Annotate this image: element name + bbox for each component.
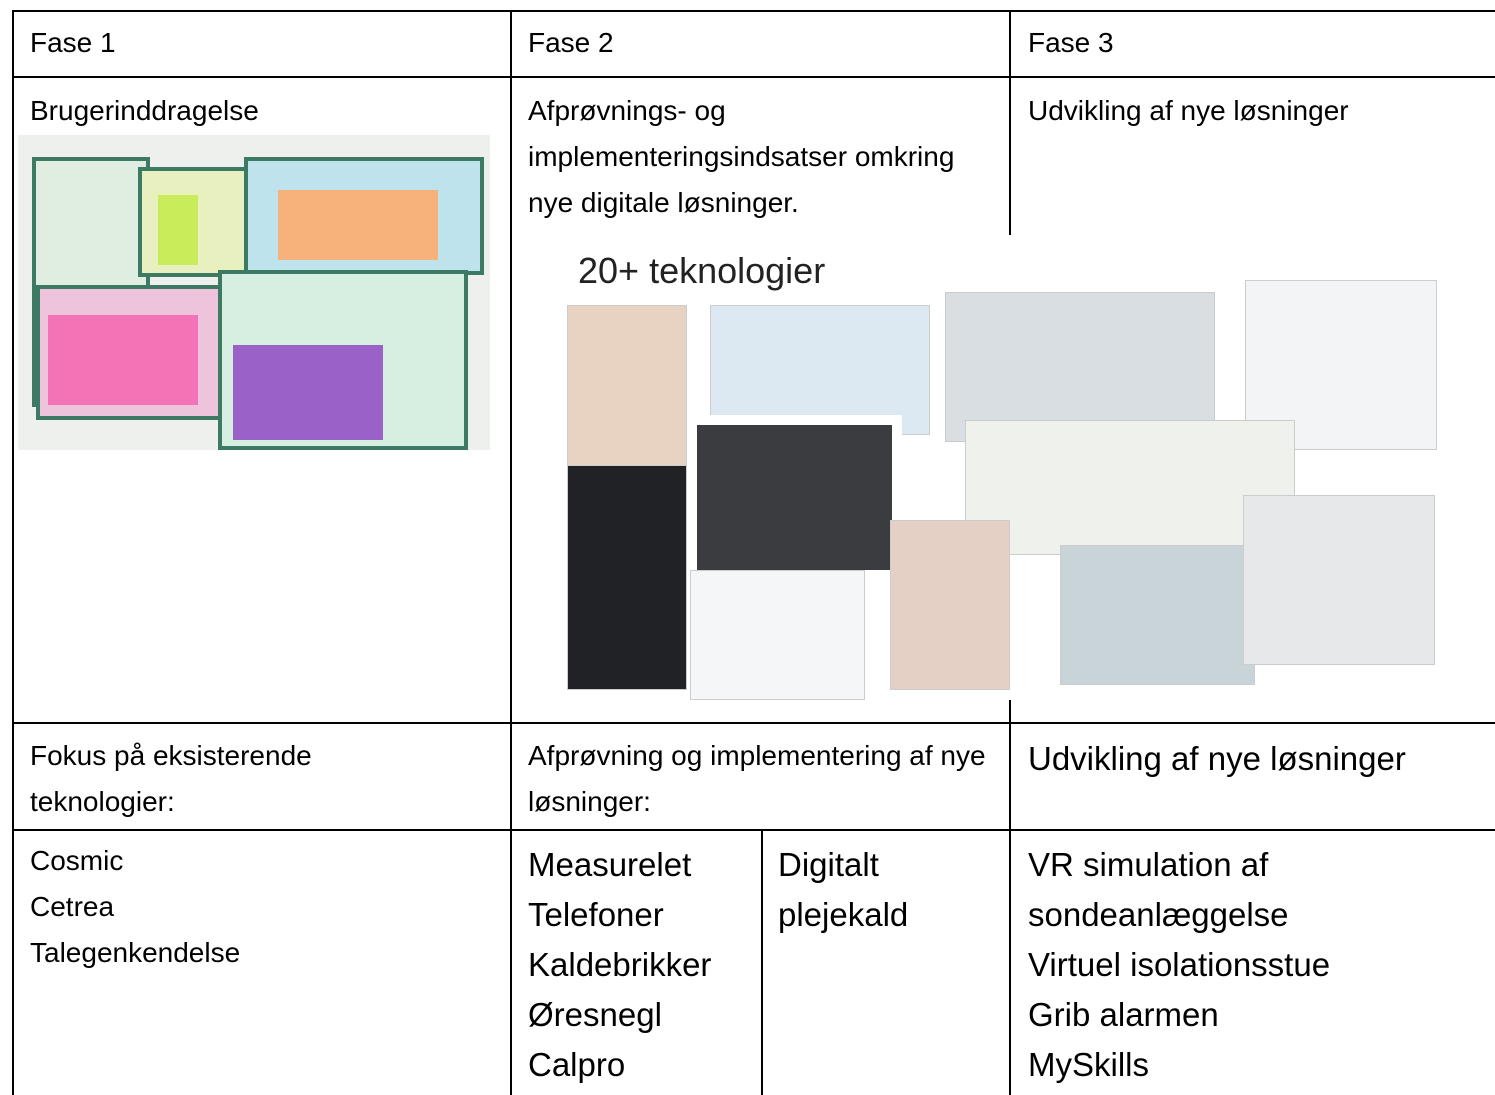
workshop-photo	[18, 135, 490, 450]
list-item: Øresnegl	[528, 996, 662, 1033]
image-caption: 20+ teknologier	[578, 250, 826, 291]
item-list: VR simulation af sondeanlæggelse Virtuel …	[1028, 840, 1468, 1090]
list-item: Cetrea	[30, 891, 115, 922]
list-item: Kaldebrikker	[528, 946, 712, 983]
border	[761, 830, 763, 1095]
technology-collage	[565, 280, 1440, 700]
border	[12, 76, 1495, 78]
list-item: Telefoner	[528, 896, 664, 933]
border	[1009, 10, 1011, 235]
list-item: Talegenkendelse	[30, 937, 241, 968]
item-list: Digitalt plejekald	[778, 840, 998, 940]
focus-text: Udvikling af nye løsninger	[1028, 740, 1406, 777]
focus-text: Afprøvning og implementering af nye løsn…	[528, 740, 986, 817]
header: Fase 1	[30, 27, 116, 58]
border	[1009, 700, 1011, 1095]
border	[12, 10, 14, 1095]
list-item: MySkills	[1028, 1046, 1149, 1083]
border	[12, 10, 1495, 12]
item-list: Cosmic Cetrea Talegenkendelse	[30, 838, 240, 976]
list-item: Cosmic	[30, 845, 124, 876]
list-item: VR simulation af sondeanlæggelse	[1028, 846, 1289, 933]
phase-title: Brugerinddragelse	[30, 95, 259, 126]
header: Fase 2	[528, 27, 614, 58]
focus-text: Fokus på eksisterende teknologier:	[30, 740, 312, 817]
item-list: Measurelet Telefoner Kaldebrikker Øresnegl C…	[528, 840, 711, 1090]
phase-title: Afprøvnings- og implementeringsindsatser…	[528, 95, 955, 218]
border	[12, 722, 1495, 724]
phase-title: Udvikling af nye løsninger	[1028, 95, 1349, 126]
list-item: Grib alarmen	[1028, 996, 1219, 1033]
list-item: Measurelet	[528, 846, 692, 883]
list-item: Virtuel isolationsstue	[1028, 946, 1331, 983]
list-item: Calpro	[528, 1046, 626, 1083]
border	[12, 829, 1495, 831]
list-item: Digitalt plejekald	[778, 846, 909, 933]
border	[510, 10, 512, 1095]
header: Fase 3	[1028, 27, 1114, 58]
